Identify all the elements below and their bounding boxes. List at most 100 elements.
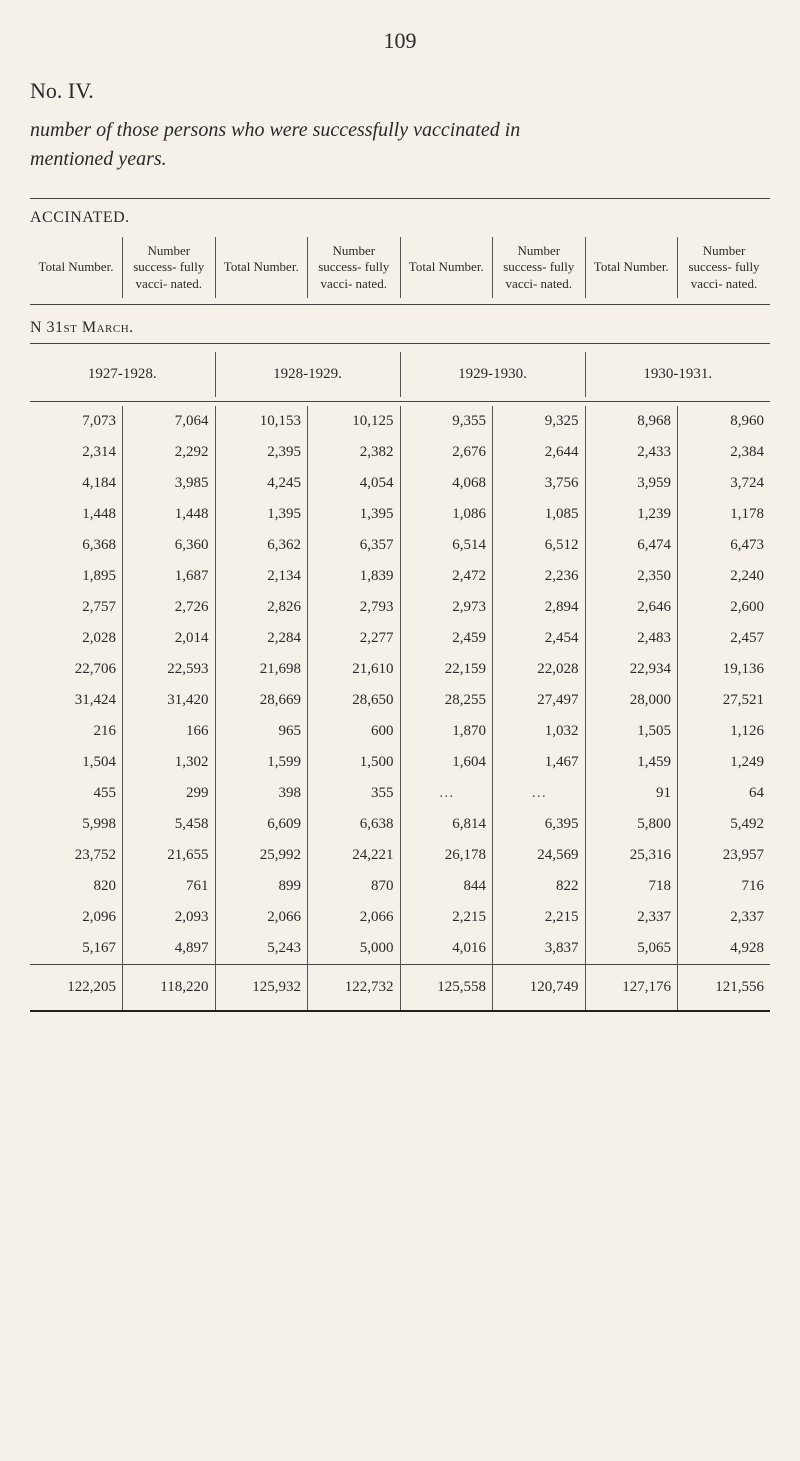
data-cell: 2,337 xyxy=(678,902,771,933)
totals-cell: 125,558 xyxy=(400,964,493,1011)
data-cell: 22,028 xyxy=(493,654,586,685)
data-cell: 398 xyxy=(215,778,308,809)
table-row: 2,0282,0142,2842,2772,4592,4542,4832,457 xyxy=(30,623,770,654)
data-cell: 4,928 xyxy=(678,933,771,965)
data-cell: 870 xyxy=(308,871,401,902)
table-row: 23,75221,65525,99224,22126,17824,56925,3… xyxy=(30,840,770,871)
year-label: 1928-1929. xyxy=(215,352,400,397)
data-cell: 2,459 xyxy=(400,623,493,654)
data-cell: 455 xyxy=(30,778,123,809)
data-cell: 91 xyxy=(585,778,678,809)
data-cell: 2,472 xyxy=(400,561,493,592)
data-cell: 899 xyxy=(215,871,308,902)
data-cell: 1,085 xyxy=(493,499,586,530)
totals-cell: 122,732 xyxy=(308,964,401,1011)
table-row: 455299398355……9164 xyxy=(30,778,770,809)
table-row: 2161669656001,8701,0321,5051,126 xyxy=(30,716,770,747)
data-cell: 2,240 xyxy=(678,561,771,592)
data-cell: 2,314 xyxy=(30,437,123,468)
data-cell: 19,136 xyxy=(678,654,771,685)
data-cell: 1,895 xyxy=(30,561,123,592)
data-cell: 2,894 xyxy=(493,592,586,623)
data-cell: 2,483 xyxy=(585,623,678,654)
data-cell: 1,178 xyxy=(678,499,771,530)
col-header: Total Number. xyxy=(585,237,678,298)
rule-top xyxy=(30,198,770,199)
data-cell: 21,698 xyxy=(215,654,308,685)
data-cell: 22,706 xyxy=(30,654,123,685)
data-cell: 2,066 xyxy=(308,902,401,933)
table-row: 1,8951,6872,1341,8392,4722,2362,3502,240 xyxy=(30,561,770,592)
col-header: Number success- fully vacci- nated. xyxy=(308,237,401,298)
totals-cell: 125,932 xyxy=(215,964,308,1011)
totals-cell: 121,556 xyxy=(678,964,771,1011)
data-cell: 1,032 xyxy=(493,716,586,747)
table-row: 1,4481,4481,3951,3951,0861,0851,2391,178 xyxy=(30,499,770,530)
data-cell: 5,065 xyxy=(585,933,678,965)
data-cell: 28,669 xyxy=(215,685,308,716)
col-header: Total Number. xyxy=(400,237,493,298)
data-cell: 1,604 xyxy=(400,747,493,778)
year-label: 1929-1930. xyxy=(400,352,585,397)
table-row: 2,7572,7262,8262,7932,9732,8942,6462,600 xyxy=(30,592,770,623)
data-cell: 2,350 xyxy=(585,561,678,592)
data-cell: 64 xyxy=(678,778,771,809)
data-cell: 4,184 xyxy=(30,468,123,499)
data-cell: 1,086 xyxy=(400,499,493,530)
data-cell: 5,167 xyxy=(30,933,123,965)
data-cell: 1,687 xyxy=(123,561,216,592)
data-cell: 2,284 xyxy=(215,623,308,654)
data-cell: 2,676 xyxy=(400,437,493,468)
data-cell: 2,093 xyxy=(123,902,216,933)
data-cell: 2,215 xyxy=(400,902,493,933)
col-header: Total Number. xyxy=(30,237,123,298)
data-cell: 31,420 xyxy=(123,685,216,716)
data-cell: 6,395 xyxy=(493,809,586,840)
data-cell: 8,968 xyxy=(585,406,678,437)
data-cell: 1,500 xyxy=(308,747,401,778)
table-row: 7,0737,06410,15310,1259,3559,3258,9688,9… xyxy=(30,406,770,437)
column-header-table: Total Number. Number success- fully vacc… xyxy=(30,237,770,298)
totals-cell: 118,220 xyxy=(123,964,216,1011)
data-cell: 216 xyxy=(30,716,123,747)
data-cell: 22,934 xyxy=(585,654,678,685)
data-cell: 22,593 xyxy=(123,654,216,685)
table-row: 22,70622,59321,69821,61022,15922,02822,9… xyxy=(30,654,770,685)
data-cell: 2,454 xyxy=(493,623,586,654)
table-row: 820761899870844822718716 xyxy=(30,871,770,902)
data-cell: 3,837 xyxy=(493,933,586,965)
totals-row: 122,205118,220125,932122,732125,558120,7… xyxy=(30,964,770,1011)
data-cell: 26,178 xyxy=(400,840,493,871)
year-label: 1927-1928. xyxy=(30,352,215,397)
section-label: ACCINATED. xyxy=(30,209,770,227)
data-cell: 28,255 xyxy=(400,685,493,716)
data-cell: 1,395 xyxy=(308,499,401,530)
year-label: 1930-1931. xyxy=(585,352,770,397)
table-row: 5,9985,4586,6096,6386,8146,3955,8005,492 xyxy=(30,809,770,840)
data-cell: 2,646 xyxy=(585,592,678,623)
data-cell: 23,752 xyxy=(30,840,123,871)
data-cell: 6,514 xyxy=(400,530,493,561)
col-header: Number success- fully vacci- nated. xyxy=(678,237,771,298)
data-cell: 1,395 xyxy=(215,499,308,530)
data-cell: 2,395 xyxy=(215,437,308,468)
description-line-1: number of those persons who were success… xyxy=(30,119,520,141)
data-cell: 31,424 xyxy=(30,685,123,716)
table-row: 1,5041,3021,5991,5001,6041,4671,4591,249 xyxy=(30,747,770,778)
year-row: 1927-1928. 1928-1929. 1929-1930. 1930-19… xyxy=(30,352,770,397)
data-cell: 6,512 xyxy=(493,530,586,561)
data-cell: 28,650 xyxy=(308,685,401,716)
data-cell: 6,368 xyxy=(30,530,123,561)
data-cell: 5,998 xyxy=(30,809,123,840)
data-cell: 1,839 xyxy=(308,561,401,592)
data-cell: 3,756 xyxy=(493,468,586,499)
data-cell: 2,292 xyxy=(123,437,216,468)
heading-number: No. IV. xyxy=(30,78,770,104)
data-cell: 2,277 xyxy=(308,623,401,654)
data-cell: 23,957 xyxy=(678,840,771,871)
data-cell: 1,239 xyxy=(585,499,678,530)
table-row: 31,42431,42028,66928,65028,25527,49728,0… xyxy=(30,685,770,716)
col-header: Number success- fully vacci- nated. xyxy=(123,237,216,298)
data-cell: 2,066 xyxy=(215,902,308,933)
column-header-row: Total Number. Number success- fully vacc… xyxy=(30,237,770,298)
